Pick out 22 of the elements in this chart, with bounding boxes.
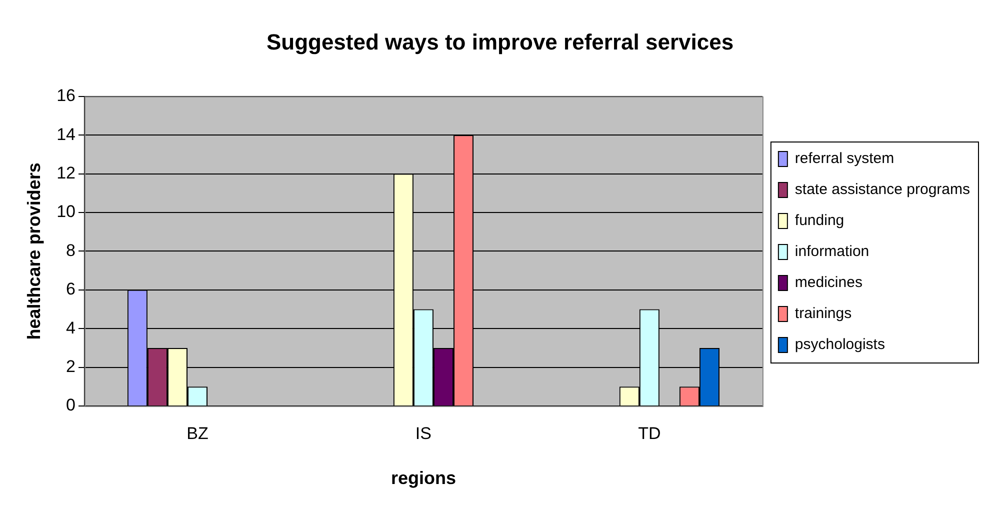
- y-tick-label: 10: [56, 202, 76, 222]
- legend-label: referral system: [794, 150, 894, 168]
- legend-label: information: [794, 243, 870, 260]
- x-tick-label: IS: [415, 424, 432, 443]
- x-tick-label: TD: [638, 424, 661, 443]
- y-tick-label: 6: [66, 280, 76, 299]
- y-tick-label: 0: [66, 396, 76, 415]
- legend-label: psychologists: [794, 336, 885, 354]
- y-axis-title: healthcare providers: [24, 162, 44, 340]
- chart-title: Suggested ways to improve referral services: [266, 29, 734, 54]
- legend-label: medicines: [794, 274, 862, 292]
- y-tick-label: 8: [66, 240, 76, 260]
- legend-label: trainings: [794, 305, 852, 322]
- y-tick-label: 12: [56, 163, 76, 182]
- y-tick-label: 16: [56, 86, 76, 106]
- y-tick-label: 2: [66, 356, 76, 376]
- y-tick-label: 4: [66, 318, 76, 338]
- legend-label: state assistance programs: [794, 181, 970, 198]
- x-tick-label: BZ: [186, 424, 208, 443]
- y-tick-label: 14: [56, 124, 76, 144]
- legend-label: funding: [794, 212, 844, 230]
- x-axis-title: regions: [390, 468, 456, 488]
